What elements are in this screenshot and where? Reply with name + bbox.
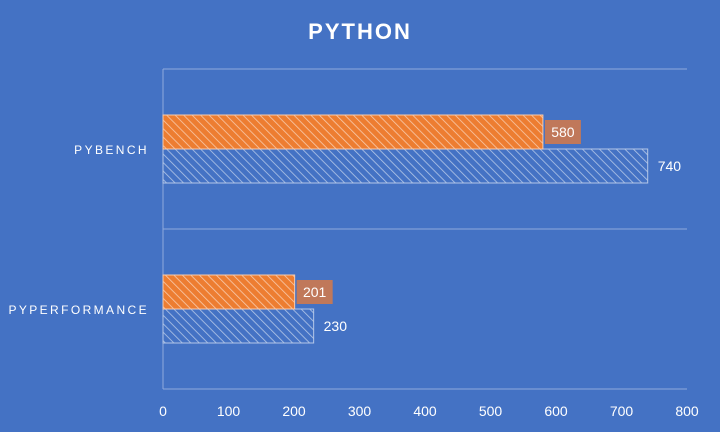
bar-pyperformance-series-1 — [162, 308, 315, 344]
x-tick-label: 500 — [479, 403, 503, 419]
x-tick-label: 800 — [675, 403, 699, 419]
x-tick-label: 100 — [217, 403, 241, 419]
x-tick-label: 700 — [610, 403, 634, 419]
chart-title: PYTHON — [308, 19, 412, 44]
x-tick-label: 600 — [544, 403, 568, 419]
data-label: 201 — [303, 284, 327, 300]
bar-pybench-series-2 — [162, 114, 544, 150]
bar-pyperformance-series-2 — [162, 274, 296, 310]
category-label: PYBENCH — [74, 143, 149, 157]
data-label-box — [544, 120, 581, 144]
x-tick-label: 0 — [159, 403, 167, 419]
bar-pybench-series-1 — [162, 148, 649, 184]
data-label: 230 — [324, 318, 348, 334]
data-label-box — [296, 280, 333, 304]
x-tick-label: 200 — [282, 403, 306, 419]
category-label: PYPERFORMANCE — [8, 303, 149, 317]
data-label: 580 — [551, 124, 575, 140]
x-tick-label: 400 — [413, 403, 437, 419]
data-label: 740 — [658, 158, 682, 174]
x-tick-label: 300 — [348, 403, 372, 419]
